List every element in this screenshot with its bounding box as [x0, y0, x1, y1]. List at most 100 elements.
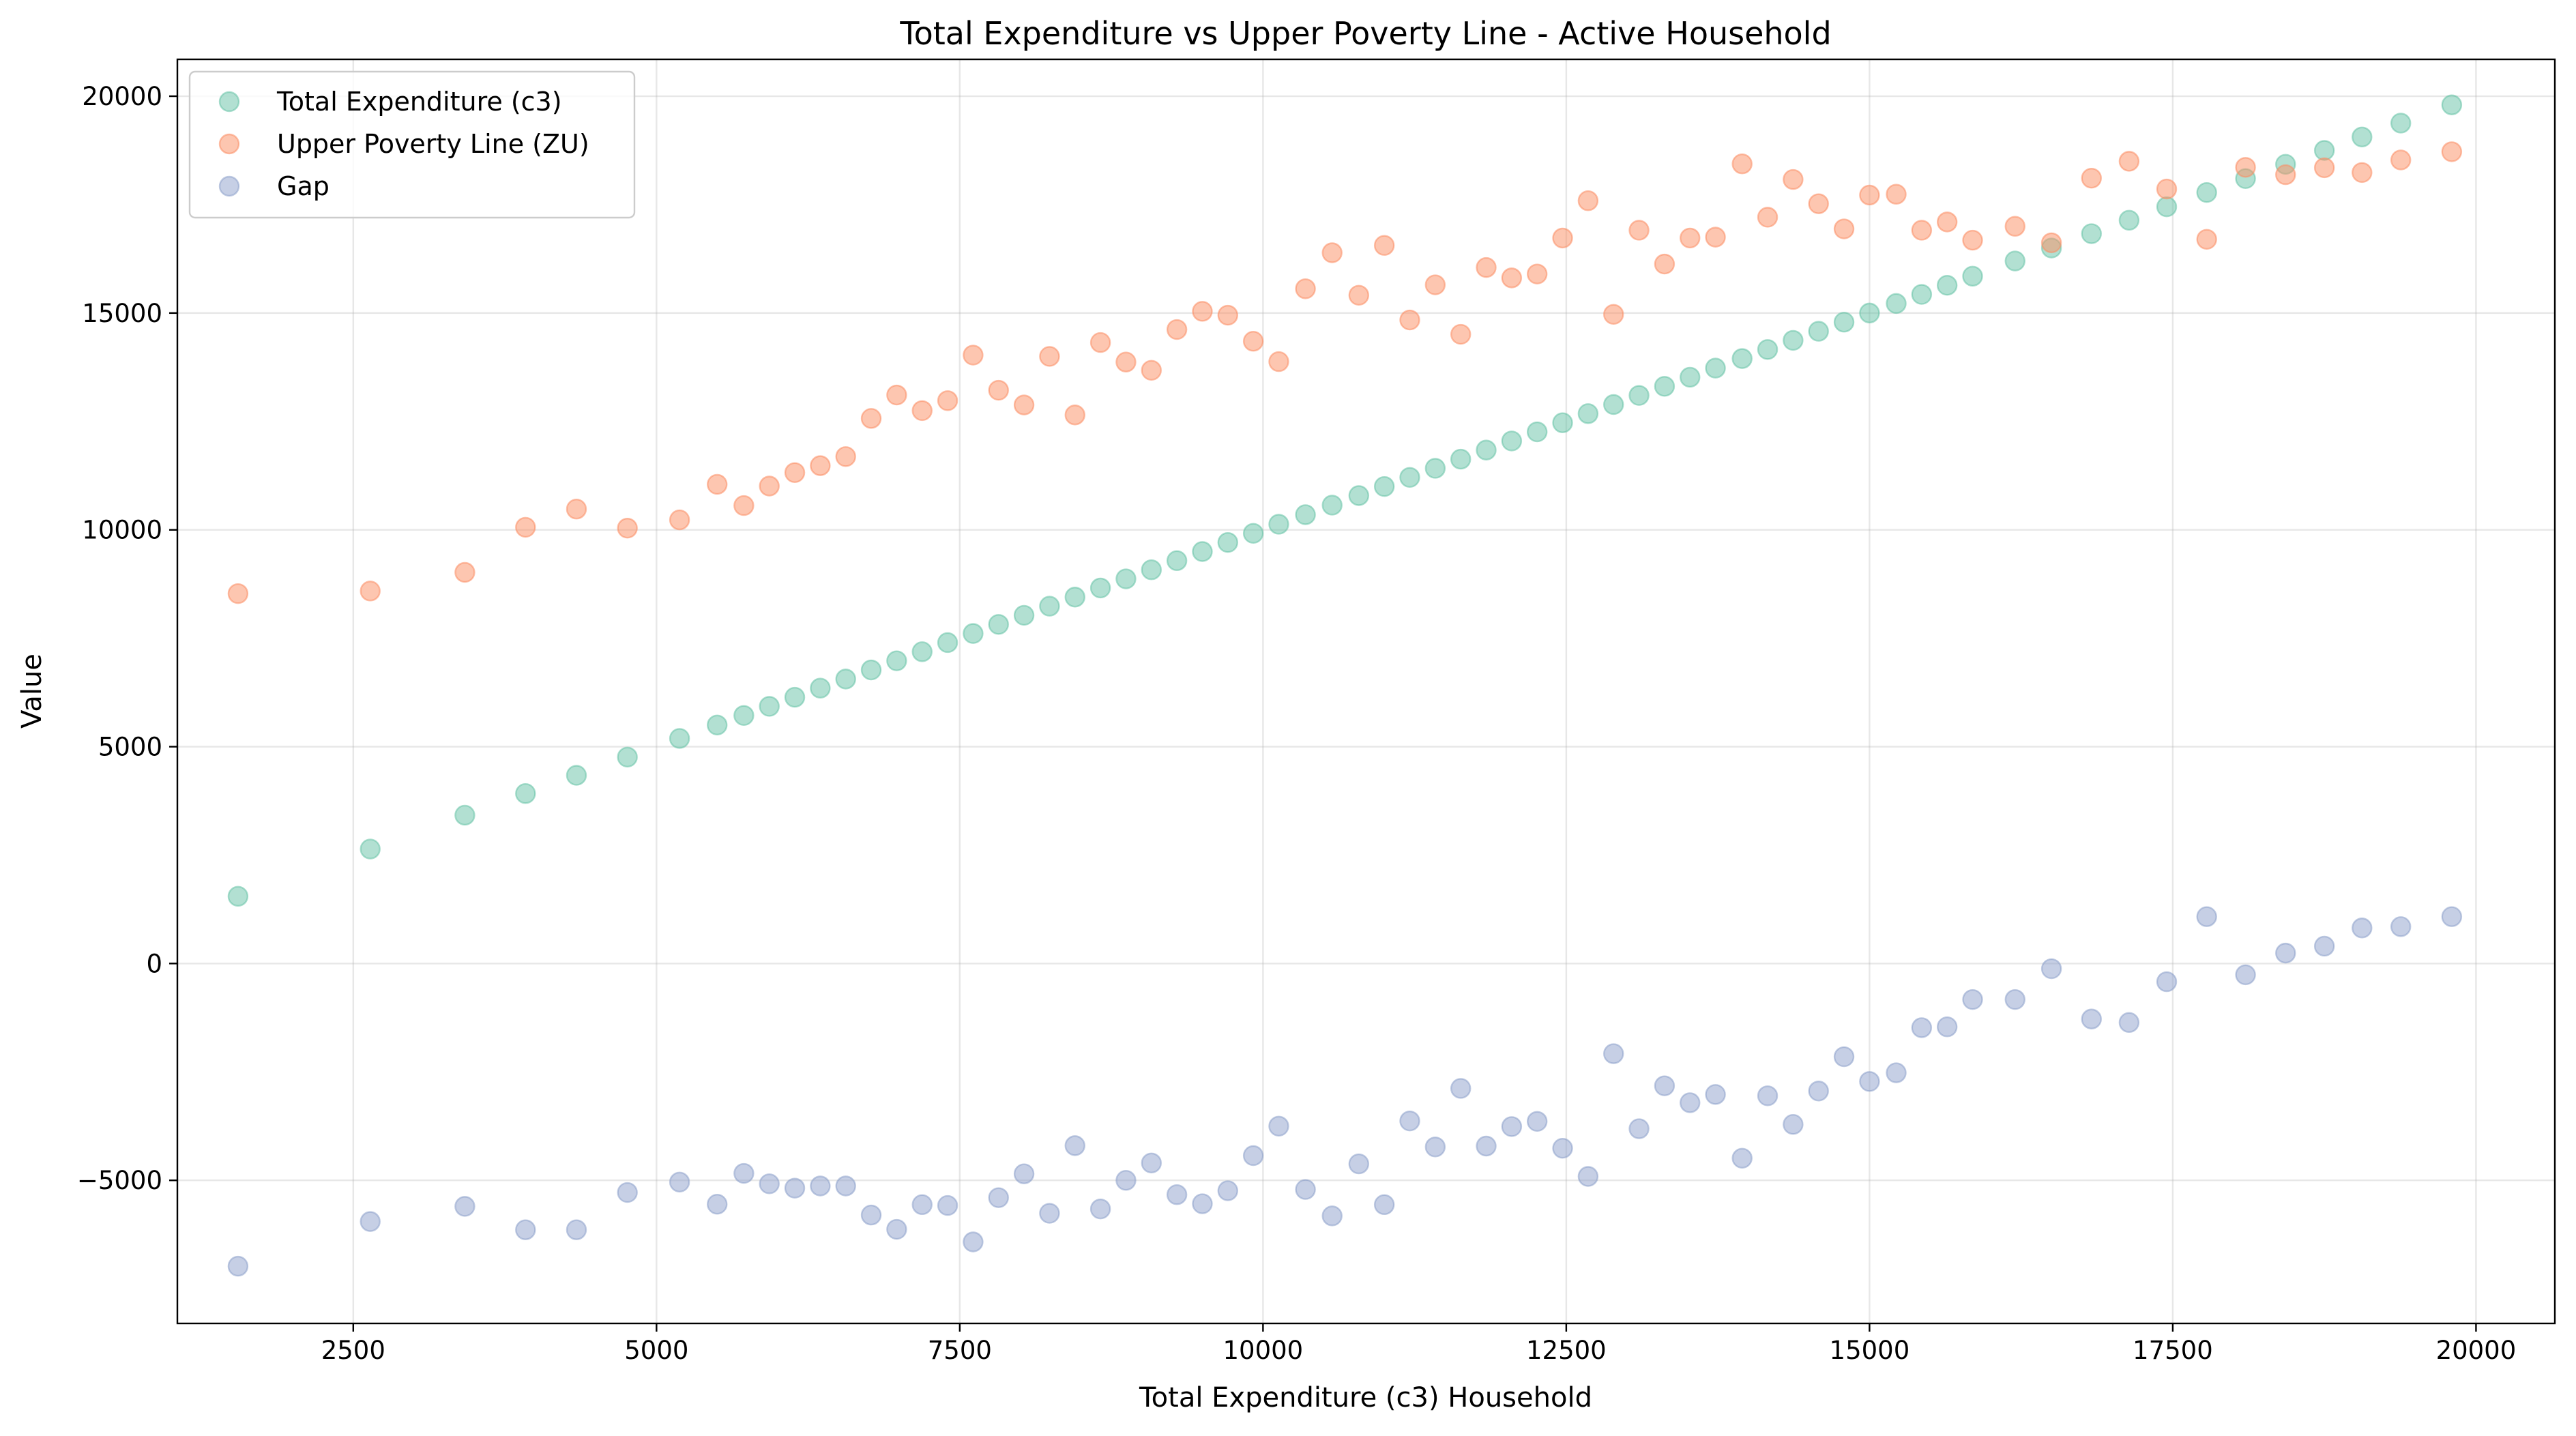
legend: Total Expenditure (c3) Upper Poverty Line… [188, 70, 636, 219]
data-point-series-2 [1039, 346, 1060, 367]
x-tick-label: 7500 [928, 1336, 992, 1365]
data-point-series-2 [937, 390, 958, 411]
y-tick-label: 10000 [82, 516, 162, 545]
data-point-series-2 [2040, 232, 2062, 254]
legend-label: Upper Poverty Line (ZU) [277, 129, 589, 159]
data-point-series-1 [886, 650, 907, 671]
data-point-series-3 [2156, 971, 2178, 993]
data-point-series-3 [2235, 964, 2256, 986]
data-point-series-1 [1373, 475, 1395, 497]
data-point-series-2 [669, 509, 690, 531]
data-point-series-1 [1399, 467, 1420, 488]
data-point-series-1 [1654, 376, 1675, 397]
data-point-series-1 [1705, 357, 1726, 379]
data-point-series-2 [1527, 263, 1548, 284]
data-point-series-3 [1603, 1043, 1624, 1064]
data-point-series-3 [1783, 1114, 1804, 1135]
data-point-series-3 [2275, 942, 2296, 964]
data-point-series-1 [1321, 495, 1343, 516]
data-point-series-2 [784, 462, 806, 484]
data-point-series-1 [1501, 430, 1523, 452]
data-point-series-3 [1654, 1075, 1675, 1096]
data-point-series-2 [1115, 351, 1137, 372]
data-point-series-1 [2118, 209, 2140, 231]
data-point-series-3 [1321, 1205, 1343, 1227]
data-point-series-1 [2004, 250, 2025, 272]
data-point-series-3 [1552, 1137, 1573, 1159]
data-point-series-1 [1450, 448, 1472, 470]
data-points [227, 94, 2463, 1277]
data-point-series-1 [669, 728, 690, 749]
data-point-series-1 [1783, 329, 1804, 351]
data-point-series-3 [1936, 1016, 1958, 1038]
data-point-series-3 [1115, 1170, 1137, 1191]
data-point-series-3 [1242, 1145, 1264, 1167]
data-point-series-2 [707, 473, 728, 495]
data-point-series-3 [1141, 1152, 1162, 1173]
data-point-series-1 [2313, 140, 2335, 161]
data-point-series-1 [2352, 126, 2373, 147]
data-point-series-2 [835, 446, 856, 467]
data-point-series-1 [1242, 523, 1264, 544]
data-point-series-1 [1013, 604, 1035, 626]
data-point-series-1 [1886, 293, 1907, 314]
data-point-series-2 [1833, 218, 1855, 239]
data-point-series-1 [566, 765, 587, 786]
legend-label: Gap [277, 171, 330, 201]
data-point-series-1 [1476, 439, 1497, 460]
data-point-series-2 [1166, 319, 1188, 340]
data-point-series-2 [810, 455, 831, 476]
data-point-series-2 [963, 345, 984, 366]
data-point-series-2 [2118, 151, 2140, 172]
data-point-series-3 [1757, 1085, 1779, 1107]
data-point-series-2 [1501, 267, 1523, 289]
data-point-series-1 [1064, 587, 1085, 608]
data-point-series-3 [707, 1193, 728, 1215]
data-point-series-1 [2390, 113, 2412, 134]
data-point-series-1 [1859, 302, 1880, 324]
data-point-series-3 [2352, 918, 2373, 939]
data-point-series-2 [733, 495, 755, 516]
data-point-series-2 [1141, 360, 1162, 381]
data-point-series-2 [860, 408, 882, 429]
data-point-series-3 [1886, 1062, 1907, 1083]
data-point-series-3 [810, 1175, 831, 1197]
data-point-series-3 [1577, 1166, 1599, 1187]
data-point-series-1 [1115, 568, 1137, 589]
x-tick-label: 5000 [624, 1336, 688, 1365]
x-tick-label: 15000 [1830, 1336, 1910, 1365]
data-point-series-2 [1450, 323, 1472, 345]
data-point-series-1 [860, 659, 882, 681]
data-point-series-3 [1911, 1017, 1933, 1038]
data-point-series-3 [1628, 1118, 1650, 1139]
data-point-series-2 [2313, 157, 2335, 179]
data-point-series-1 [759, 696, 780, 717]
x-tick-label: 17500 [2133, 1336, 2213, 1365]
x-tick-label: 10000 [1223, 1336, 1304, 1365]
data-point-series-3 [1833, 1046, 1855, 1068]
legend-marker [218, 133, 240, 155]
y-tick-label: 15000 [82, 299, 162, 328]
data-point-series-2 [1757, 207, 1779, 228]
data-point-series-3 [886, 1218, 907, 1240]
data-point-series-2 [1192, 301, 1213, 322]
data-point-series-1 [1680, 366, 1701, 388]
data-point-series-2 [1424, 274, 1446, 295]
data-point-series-3 [911, 1194, 933, 1216]
data-point-series-1 [1911, 284, 1933, 305]
data-point-series-3 [1731, 1147, 1753, 1169]
data-point-series-2 [1089, 332, 1111, 353]
legend-marker [218, 91, 240, 113]
data-point-series-1 [1166, 550, 1188, 572]
data-point-series-2 [1603, 304, 1624, 325]
data-point-series-1 [1731, 348, 1753, 369]
data-point-series-3 [1859, 1071, 1880, 1092]
data-point-series-3 [1089, 1198, 1111, 1220]
data-point-series-3 [2118, 1012, 2140, 1034]
data-point-series-2 [759, 475, 780, 497]
data-point-series-3 [2390, 916, 2412, 937]
data-point-series-1 [1757, 339, 1779, 360]
data-point-series-3 [1295, 1179, 1316, 1200]
data-point-series-1 [1039, 596, 1060, 617]
